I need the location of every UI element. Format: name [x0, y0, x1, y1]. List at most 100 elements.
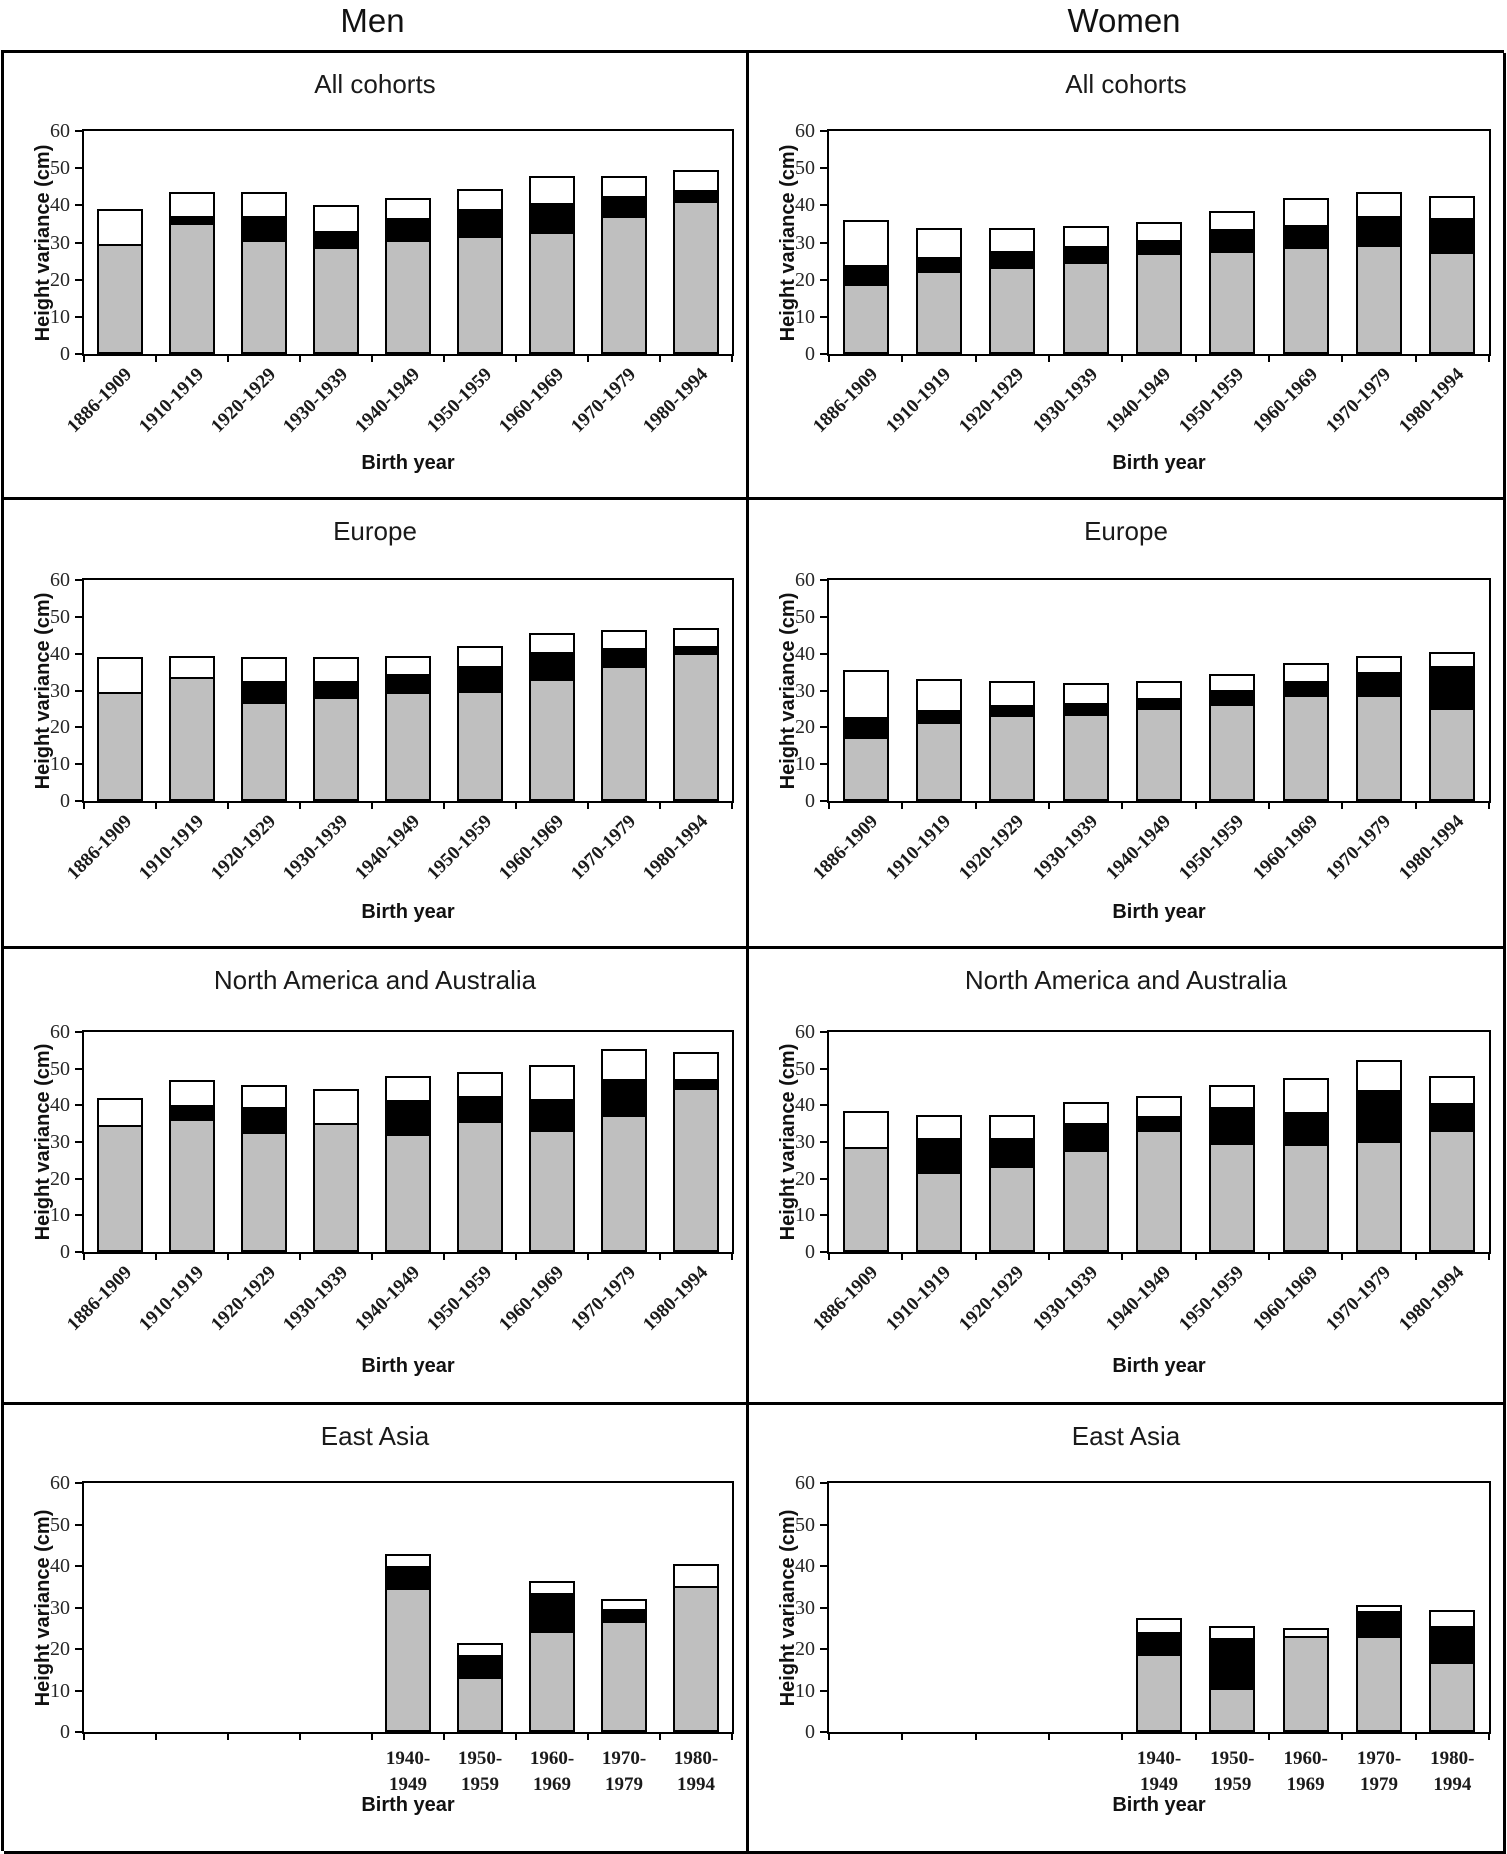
x-tick-label-slot: 1886-1909	[63, 1260, 156, 1350]
x-tick-label-slot: 1886-1909	[809, 362, 902, 452]
y-tick-mark	[75, 652, 84, 655]
gray-segment	[1431, 707, 1474, 799]
stacked-bar	[1135, 222, 1183, 354]
x-tick-label-slot: 1920-1929	[207, 362, 300, 452]
x-tick-mark	[226, 1252, 229, 1260]
x-tick-mark	[83, 1252, 85, 1260]
x-tick-label-slot: 1930-1939	[279, 362, 372, 452]
x-tick-mark	[515, 1732, 517, 1740]
column-headers: Men Women	[0, 0, 1507, 50]
y-tick-mark	[75, 1104, 84, 1107]
panel-title: All cohorts	[314, 69, 436, 99]
y-tick-label: 10	[795, 305, 815, 328]
y-tick-label: 30	[795, 1131, 815, 1153]
y-tick-label: 30	[50, 1131, 70, 1153]
black-segment	[844, 265, 887, 284]
gray-segment	[844, 1146, 887, 1250]
x-tick-label-slot: 1960-1969	[495, 1260, 588, 1350]
y-tick-mark	[75, 1031, 84, 1033]
y-tick-label: 0	[805, 1721, 815, 1743]
x-tick-label: 1886-1909	[808, 364, 882, 438]
stacked-bar	[241, 657, 287, 801]
x-tick-mark	[299, 1252, 301, 1260]
black-segment	[1137, 697, 1181, 709]
x-tick-label-slot: 1910-1919	[882, 362, 975, 452]
gray-segment	[1211, 1142, 1254, 1250]
x-tick-mark	[226, 1732, 229, 1740]
y-tick-label: 20	[795, 716, 815, 739]
column-header-women: Women	[1067, 2, 1181, 39]
y-tick-mark	[820, 579, 829, 581]
y-tick-mark	[820, 689, 829, 692]
y-tick-label: 20	[795, 1167, 815, 1190]
gray-segment	[243, 1131, 285, 1250]
gray-segment	[1137, 1653, 1181, 1730]
gray-segment	[531, 1631, 573, 1730]
black-segment	[991, 704, 1034, 716]
stacked-bar	[1135, 681, 1183, 801]
x-tick-label-slot: 1930-1939	[1029, 362, 1122, 452]
gray-segment	[1137, 252, 1181, 352]
y-tick-mark	[820, 1141, 829, 1143]
stacked-bar	[1209, 210, 1256, 354]
x-tick-mark	[154, 1732, 157, 1740]
gray-segment	[243, 239, 285, 352]
black-segment	[603, 1079, 645, 1116]
x-tick-label-slot: 1920-1929	[956, 362, 1049, 452]
gray-segment	[387, 1588, 429, 1730]
stacked-bar	[529, 175, 575, 354]
gray-segment	[1284, 246, 1327, 352]
y-tick-mark	[820, 1104, 829, 1107]
stacked-bar	[601, 1048, 647, 1252]
x-tick-mark	[1414, 801, 1417, 809]
x-tick-label-slot: 1920-1929	[956, 809, 1049, 899]
stacked-bar	[673, 170, 719, 354]
y-axis-title: Height variance (cm)	[32, 1509, 54, 1706]
x-tick-label-slot: 1970-1979	[1322, 809, 1415, 899]
x-tick-label-slot: 1980-1994	[639, 809, 732, 899]
x-tick-label-slot: 1970- 1979	[588, 1740, 660, 1830]
x-tick-mark	[1488, 1252, 1490, 1260]
x-tick-mark	[443, 801, 445, 809]
y-tick-label: 20	[795, 268, 815, 291]
y-tick-label: 0	[805, 343, 815, 365]
black-segment	[1211, 1638, 1254, 1689]
x-tick-mark	[731, 1732, 733, 1740]
gray-segment	[675, 1088, 717, 1250]
black-segment	[1357, 1611, 1401, 1636]
stacked-bar	[529, 633, 575, 801]
black-segment	[387, 673, 429, 692]
black-segment	[387, 1565, 429, 1589]
panel-women-east-asia: East Asia 0 10 20 30 40 50 60 1940- 1949 1950- 1…	[749, 1405, 1506, 1854]
black-segment	[1137, 240, 1181, 253]
y-tick-mark	[820, 315, 829, 318]
y-tick-mark	[75, 1606, 84, 1609]
stacked-bar	[97, 1098, 143, 1252]
y-tick-label: 50	[50, 1057, 70, 1080]
y-tick-mark	[820, 1177, 829, 1180]
y-tick-label: 40	[50, 1094, 70, 1117]
black-segment	[603, 647, 645, 666]
y-tick-mark	[75, 800, 84, 802]
black-segment	[1431, 666, 1474, 708]
stacked-bar	[1282, 197, 1329, 354]
stacked-bar	[385, 197, 431, 354]
y-tick-label: 30	[50, 679, 70, 702]
y-tick-mark	[820, 615, 829, 618]
black-segment	[991, 251, 1034, 268]
y-tick-label: 10	[795, 1679, 815, 1702]
y-tick-mark	[75, 1648, 84, 1650]
x-tick-mark	[974, 354, 977, 362]
y-tick-label: 0	[60, 1241, 70, 1263]
stacked-bar	[1429, 1609, 1476, 1732]
y-tick-mark	[75, 1731, 84, 1733]
x-tick-label-slot: 1920-1929	[956, 1260, 1049, 1350]
x-tick-label-slot: 1980-1994	[639, 362, 732, 452]
x-tick-label-slot: 1980-1994	[1396, 809, 1489, 899]
x-tick-mark	[443, 354, 445, 362]
y-tick-mark	[820, 1482, 829, 1484]
x-tick-mark	[83, 801, 85, 809]
x-tick-mark	[1194, 1252, 1197, 1260]
gray-segment	[1431, 1129, 1474, 1250]
plot-area: 0 10 20 30 40 50 60 1886-1909 1910-1919 1920-1929…	[777, 121, 1491, 437]
